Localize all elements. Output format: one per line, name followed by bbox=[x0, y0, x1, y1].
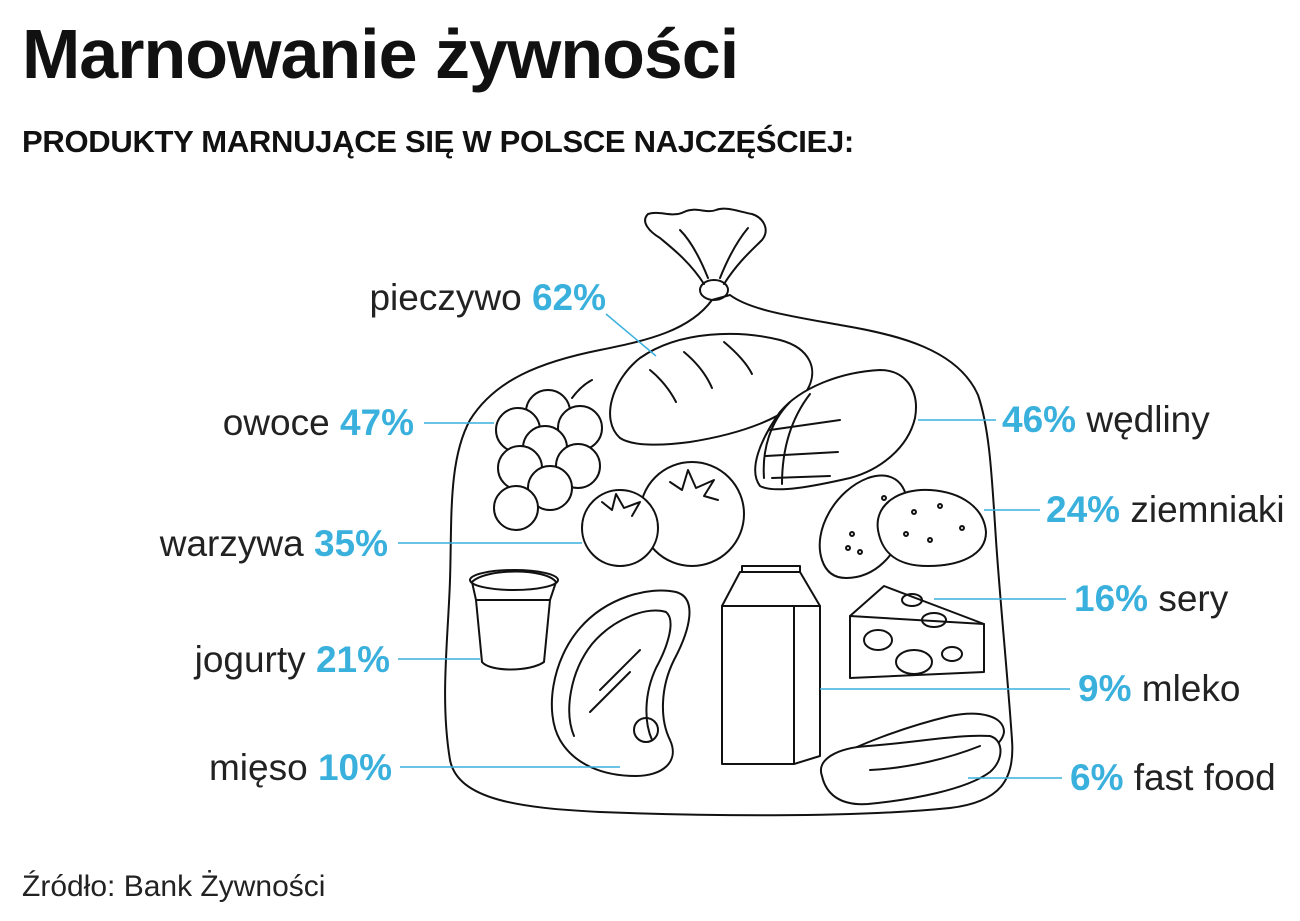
item-name: mleko bbox=[1141, 668, 1241, 709]
leader-lines bbox=[398, 313, 1070, 779]
item-percent: 35% bbox=[313, 523, 388, 564]
item-name: ziemniaki bbox=[1130, 489, 1285, 530]
label-sery: 16% sery bbox=[1074, 580, 1228, 617]
item-percent: 16% bbox=[1074, 578, 1149, 619]
item-percent: 21% bbox=[315, 639, 390, 680]
item-percent: 10% bbox=[317, 747, 392, 788]
label-owoce: owoce 47% bbox=[223, 404, 414, 441]
item-name: owoce bbox=[222, 402, 330, 443]
milk-carton-icon bbox=[721, 565, 821, 765]
item-name: jogurty bbox=[194, 639, 306, 680]
item-name: wędliny bbox=[1086, 399, 1210, 440]
ham-icon bbox=[754, 369, 917, 491]
source-note: Źródło: Bank Żywności bbox=[22, 870, 326, 903]
potato-icon bbox=[818, 474, 987, 579]
item-percent: 6% bbox=[1070, 757, 1124, 798]
label-mleko: 9% mleko bbox=[1078, 670, 1240, 707]
label-wedliny: 46% wędliny bbox=[1002, 401, 1210, 438]
label-ziemniaki: 24% ziemniaki bbox=[1046, 491, 1285, 528]
item-name: mięso bbox=[208, 747, 308, 788]
item-percent: 62% bbox=[531, 277, 606, 318]
grapes-icon bbox=[493, 379, 603, 531]
item-name: pieczywo bbox=[369, 277, 522, 318]
cheese-icon bbox=[849, 585, 985, 679]
item-name: sery bbox=[1158, 578, 1229, 619]
steak-icon bbox=[550, 589, 691, 777]
item-name: fast food bbox=[1133, 757, 1276, 798]
yogurt-icon bbox=[469, 569, 559, 671]
item-percent: 24% bbox=[1046, 489, 1121, 530]
label-mieso: mięso 10% bbox=[209, 749, 392, 786]
label-pieczywo: pieczywo 62% bbox=[369, 279, 606, 316]
label-warzywa: warzywa 35% bbox=[160, 525, 388, 562]
page-subtitle: PRODUKTY MARNUJĄCE SIĘ W POLSCE NAJCZĘŚC… bbox=[22, 124, 854, 159]
item-percent: 9% bbox=[1078, 668, 1132, 709]
item-percent: 46% bbox=[1002, 399, 1077, 440]
bread-icon bbox=[609, 332, 814, 446]
page-title: Marnowanie żywności bbox=[22, 15, 739, 93]
tomato-icon bbox=[581, 461, 745, 567]
item-name: warzywa bbox=[159, 523, 304, 564]
item-percent: 47% bbox=[339, 402, 414, 443]
leader-line-pieczywo bbox=[605, 313, 657, 357]
label-fast-food: 6% fast food bbox=[1070, 759, 1276, 796]
label-jogurty: jogurty 21% bbox=[195, 641, 390, 678]
hotdog-icon bbox=[819, 712, 1005, 806]
